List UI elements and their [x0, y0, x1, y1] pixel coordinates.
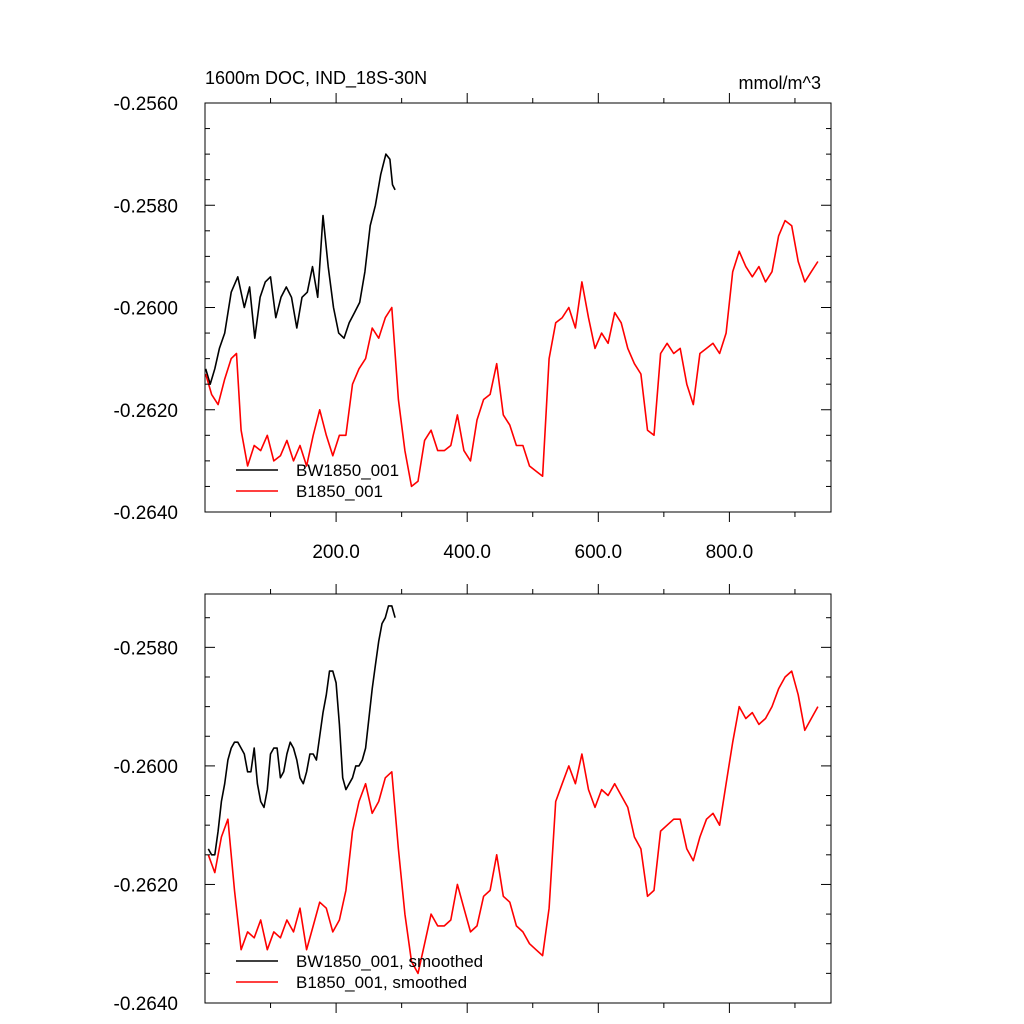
y-tick-label: -0.2640 [114, 503, 178, 524]
x-tick-label: 600.0 [575, 542, 623, 563]
plot-frame [204, 593, 832, 1004]
y-tick-label: -0.2600 [114, 299, 178, 320]
x-tick-label: 200.0 [312, 542, 360, 563]
series-line-bw1850 [205, 153, 396, 386]
plot-frame [204, 102, 832, 513]
series-line-bw1850-smoothed [207, 605, 396, 856]
y-tick-label: -0.2560 [114, 94, 178, 115]
top-panel: -0.2560 -0.2580 -0.2600 -0.2620 -0.2640 200.0… [114, 68, 832, 563]
legend-label: B1850_001, smoothed [296, 973, 467, 992]
legend-label: B1850_001 [296, 482, 383, 501]
bottom-panel: -0.2580 -0.2600 -0.2620 -0.2640 BW1850_001, … [114, 584, 832, 1015]
x-tick-label: 800.0 [706, 542, 754, 563]
series-line-b1850-smoothed [207, 670, 819, 975]
units-label: mmol/m^3 [739, 73, 821, 93]
y-tick-label: -0.2640 [114, 994, 178, 1015]
y-tick-label: -0.2580 [114, 638, 178, 659]
y-tick-label: -0.2620 [114, 875, 178, 896]
y-tick-label: -0.2580 [114, 196, 178, 217]
chart-title: 1600m DOC, IND_18S-30N [205, 68, 427, 89]
y-tick-label: -0.2620 [114, 401, 178, 422]
legend-label: BW1850_001, smoothed [296, 952, 483, 971]
series-line-b1850 [205, 219, 819, 488]
legend-label: BW1850_001 [296, 461, 399, 480]
x-tick-label: 400.0 [443, 542, 491, 563]
y-tick-label: -0.2600 [114, 757, 178, 778]
